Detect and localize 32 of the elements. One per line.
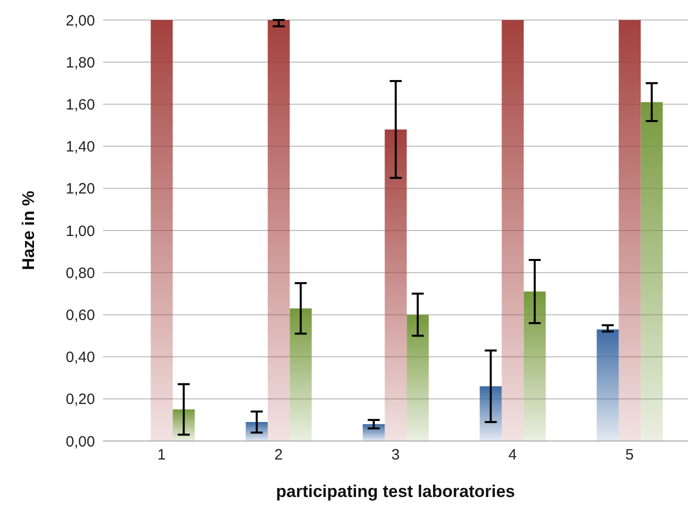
bar xyxy=(502,20,524,441)
x-tick-label: 2 xyxy=(274,446,283,464)
bar xyxy=(290,308,312,441)
bar xyxy=(268,20,290,441)
y-axis-title: Haze in % xyxy=(19,190,38,270)
x-axis-title: participating test laboratories xyxy=(276,482,515,501)
bar xyxy=(524,292,546,441)
bar xyxy=(362,424,385,441)
bar xyxy=(480,386,502,441)
y-tick-label: 1,80 xyxy=(66,54,95,72)
bar xyxy=(246,422,268,441)
y-tick-label: 1,20 xyxy=(66,180,95,198)
x-tick-label: 5 xyxy=(625,446,634,464)
y-tick-label: 1,60 xyxy=(66,96,95,114)
bar xyxy=(150,20,173,441)
y-tick-label: 0,60 xyxy=(66,307,95,324)
bar xyxy=(640,102,663,441)
y-tick-label: 1,00 xyxy=(66,222,95,240)
y-tick-label: 0,00 xyxy=(66,433,95,450)
bar xyxy=(406,314,429,441)
x-tick-label: 4 xyxy=(508,446,517,464)
bar xyxy=(596,329,619,441)
y-tick-label: 0,80 xyxy=(66,264,95,282)
y-tick-label: 0,20 xyxy=(66,391,95,408)
bar xyxy=(172,409,195,441)
y-tick-label: 1,40 xyxy=(66,138,95,156)
x-tick-label: 1 xyxy=(157,446,166,464)
x-tick-label: 3 xyxy=(391,446,400,464)
bar xyxy=(618,20,641,441)
y-tick-label: 0,40 xyxy=(66,349,95,366)
bar xyxy=(384,129,407,441)
y-tick-label: 2,00 xyxy=(66,12,95,30)
